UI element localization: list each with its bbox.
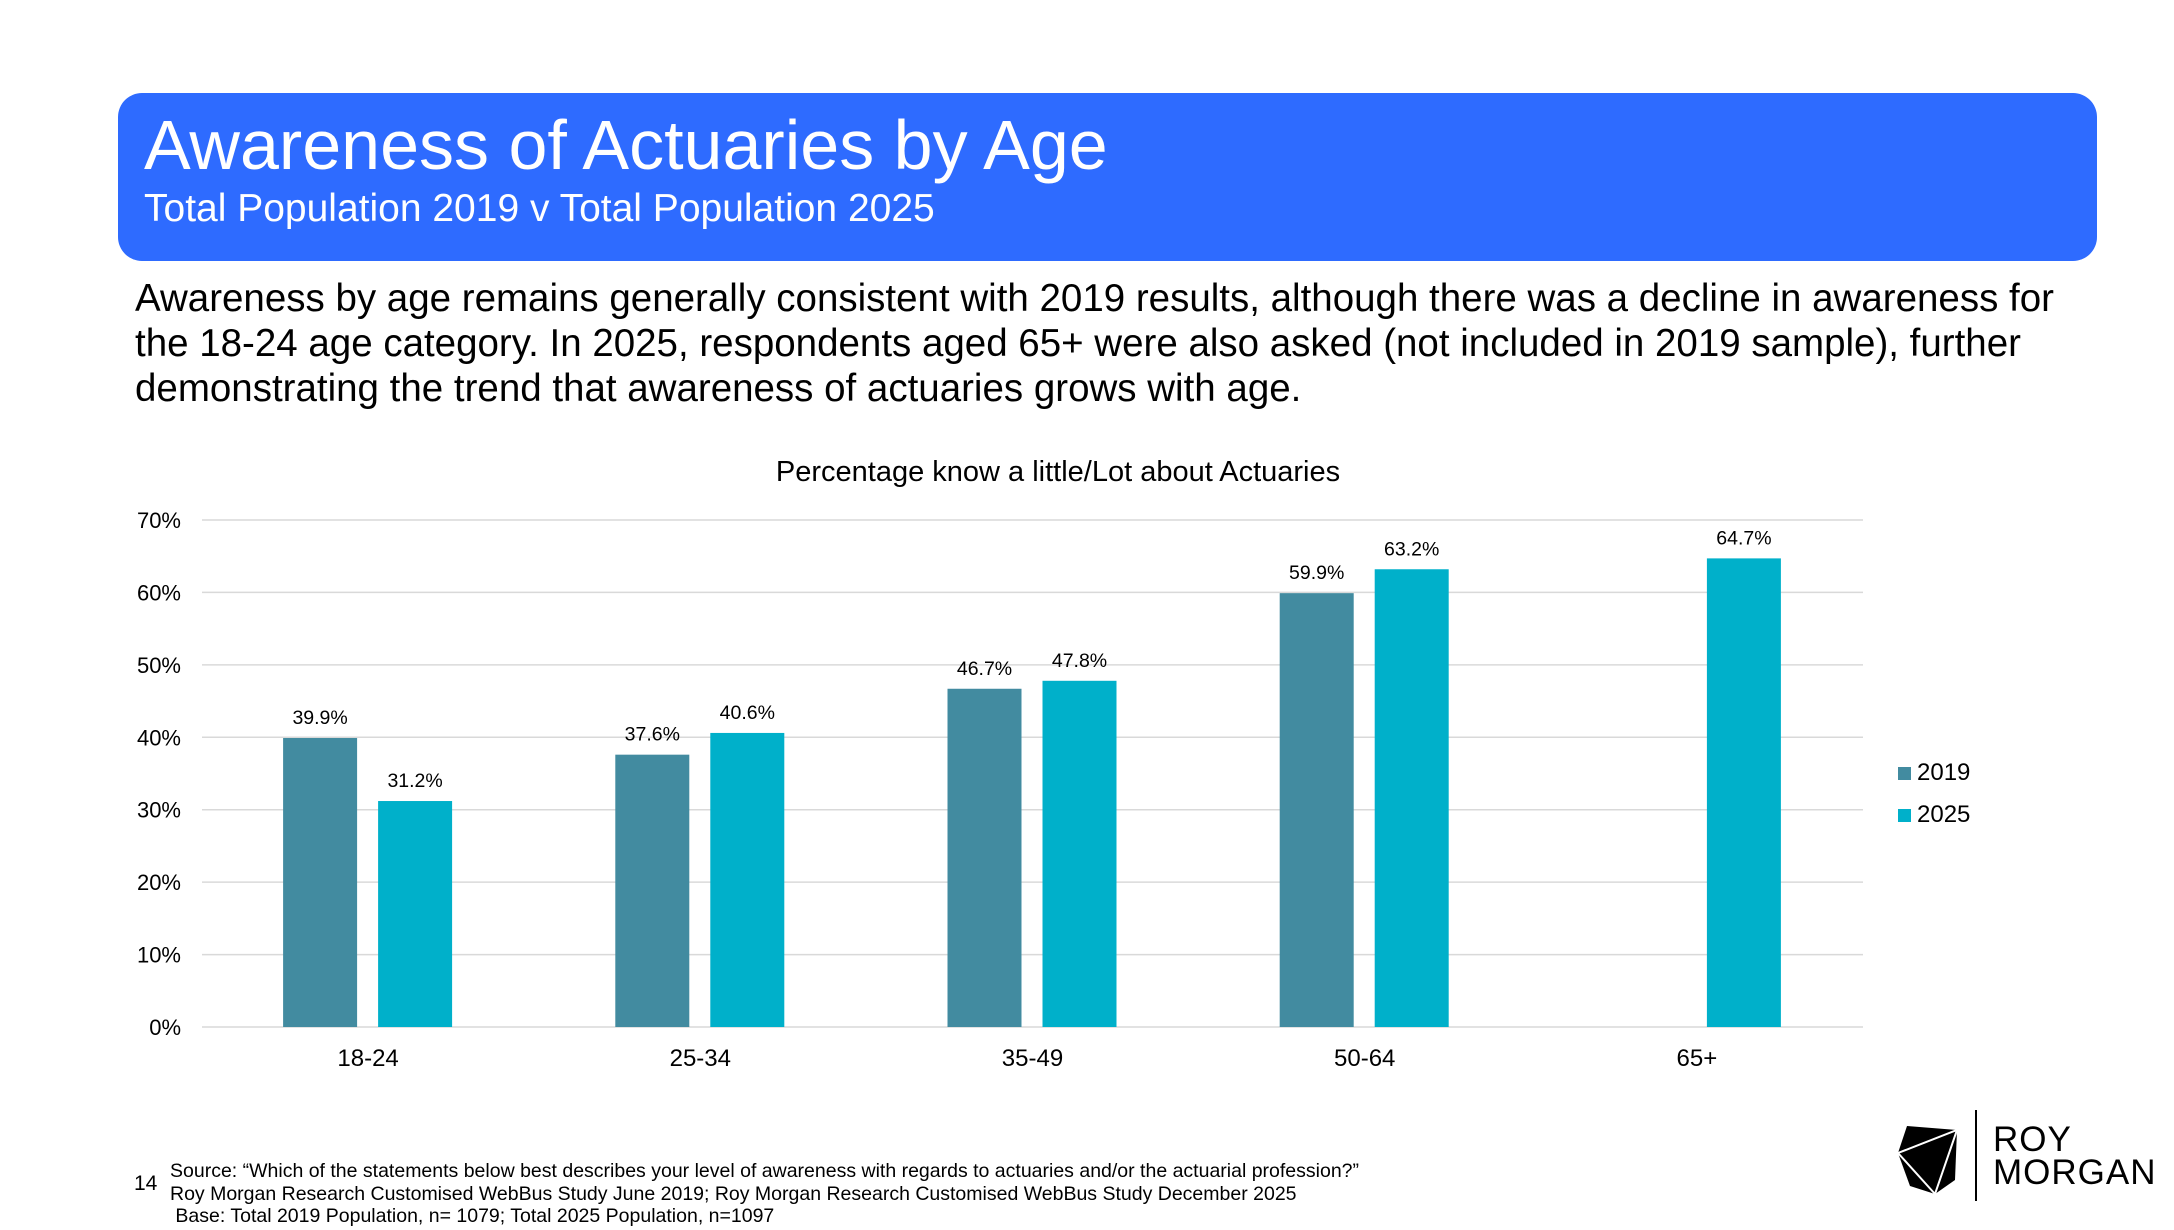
roy-morgan-logo: ROY MORGAN [1895, 1110, 2174, 1205]
x-tick-label: 65+ [1677, 1045, 1718, 1072]
legend-swatch [1898, 808, 1911, 822]
chart-legend: 2019 2025 [1898, 752, 1970, 836]
y-tick-label: 30% [137, 798, 181, 823]
source-note: Source: “Which of the statements below b… [170, 1160, 1359, 1228]
summary-text: Awareness by age remains generally consi… [135, 277, 2054, 410]
bar-2019-35-49 [947, 688, 1022, 1027]
bar-2019-25-34 [615, 754, 690, 1027]
data-label: 31.2% [387, 770, 442, 792]
bar-2025-35-49 [1042, 680, 1117, 1027]
title-banner: Awareness of Actuaries by Age Total Popu… [118, 93, 2097, 261]
bar-2025-50-64 [1374, 569, 1449, 1027]
data-label: 63.2% [1384, 538, 1439, 560]
data-label: 39.9% [292, 707, 347, 729]
y-tick-label: 0% [149, 1015, 181, 1040]
bar-2019-18-24 [283, 738, 358, 1027]
page-subtitle: Total Population 2019 v Total Population… [144, 187, 935, 230]
x-tick-label: 18-24 [337, 1045, 398, 1072]
legend-swatch [1898, 766, 1911, 780]
x-tick-label: 35-49 [1002, 1045, 1063, 1072]
x-tick-label: 25-34 [670, 1045, 731, 1072]
bar-2019-50-64 [1279, 593, 1354, 1027]
y-tick-label: 70% [137, 508, 181, 533]
logo-polygon-icon [1897, 1126, 1959, 1196]
y-tick-label: 20% [137, 870, 181, 895]
source-line: Base: Total 2019 Population, n= 1079; To… [170, 1205, 775, 1227]
y-tick-label: 50% [137, 653, 181, 678]
bar-2025-65+ [1706, 558, 1781, 1027]
data-label: 37.6% [625, 724, 680, 746]
legend-item-2025: 2025 [1898, 794, 1970, 836]
chart-title: Percentage know a little/Lot about Actua… [775, 456, 1341, 488]
bar-2025-18-24 [378, 801, 453, 1027]
data-label: 64.7% [1716, 527, 1771, 549]
data-label: 40.6% [720, 702, 775, 724]
legend-label: 2025 [1917, 801, 1971, 828]
data-label: 46.7% [957, 658, 1012, 680]
data-label: 47.8% [1052, 650, 1107, 672]
legend-item-2019: 2019 [1898, 752, 1970, 794]
logo-divider [1975, 1110, 1977, 1201]
y-tick-label: 10% [137, 943, 181, 968]
page-number: 14 [134, 1172, 158, 1195]
legend-label: 2019 [1917, 759, 1971, 786]
bar-2025-25-34 [710, 732, 785, 1027]
y-tick-label: 60% [137, 580, 181, 605]
source-line: Roy Morgan Research Customised WebBus St… [170, 1182, 1297, 1205]
y-tick-label: 40% [137, 725, 181, 750]
page-title: Awareness of Actuaries by Age [144, 106, 1108, 184]
source-line: Source: “Which of the statements below b… [170, 1160, 1360, 1182]
data-label: 59.9% [1289, 562, 1344, 584]
x-tick-label: 50-64 [1334, 1045, 1395, 1072]
logo-text: ROY MORGAN [1993, 1120, 2157, 1192]
